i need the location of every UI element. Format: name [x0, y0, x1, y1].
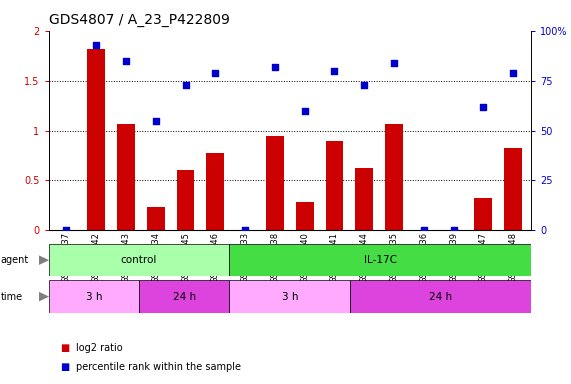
Bar: [117, 124, 135, 230]
Point: [360, 81, 369, 88]
Bar: [176, 170, 195, 230]
Bar: [230, 244, 531, 276]
Bar: [475, 199, 492, 230]
Point: [389, 60, 399, 66]
Point: [62, 227, 71, 233]
Text: 24 h: 24 h: [172, 291, 196, 302]
Polygon shape: [39, 255, 49, 265]
Bar: [385, 124, 403, 230]
Point: [240, 227, 250, 233]
Text: 3 h: 3 h: [86, 291, 102, 302]
Point: [330, 68, 339, 74]
Polygon shape: [39, 292, 49, 301]
Bar: [230, 280, 350, 313]
Point: [211, 70, 220, 76]
Bar: [504, 147, 522, 230]
Bar: [206, 152, 224, 230]
Bar: [49, 244, 230, 276]
Bar: [325, 141, 343, 230]
Point: [181, 81, 190, 88]
Text: IL-17C: IL-17C: [364, 255, 397, 265]
Text: percentile rank within the sample: percentile rank within the sample: [76, 362, 241, 372]
Point: [479, 104, 488, 110]
Text: 24 h: 24 h: [429, 291, 452, 302]
Point: [151, 118, 160, 124]
Text: agent: agent: [1, 255, 29, 265]
Text: ■: ■: [60, 362, 69, 372]
Bar: [139, 280, 230, 313]
Text: time: time: [1, 291, 23, 302]
Bar: [350, 280, 531, 313]
Bar: [49, 280, 139, 313]
Text: log2 ratio: log2 ratio: [76, 343, 123, 353]
Text: 3 h: 3 h: [282, 291, 298, 302]
Text: control: control: [121, 255, 157, 265]
Point: [270, 64, 279, 70]
Point: [122, 58, 131, 64]
Point: [449, 227, 458, 233]
Bar: [355, 169, 373, 230]
Point: [419, 227, 428, 233]
Text: ■: ■: [60, 343, 69, 353]
Text: GDS4807 / A_23_P422809: GDS4807 / A_23_P422809: [49, 13, 230, 27]
Point: [300, 108, 309, 114]
Point: [509, 70, 518, 76]
Bar: [296, 202, 313, 230]
Bar: [87, 49, 105, 230]
Point: [91, 41, 100, 48]
Bar: [266, 136, 284, 230]
Bar: [147, 207, 164, 230]
